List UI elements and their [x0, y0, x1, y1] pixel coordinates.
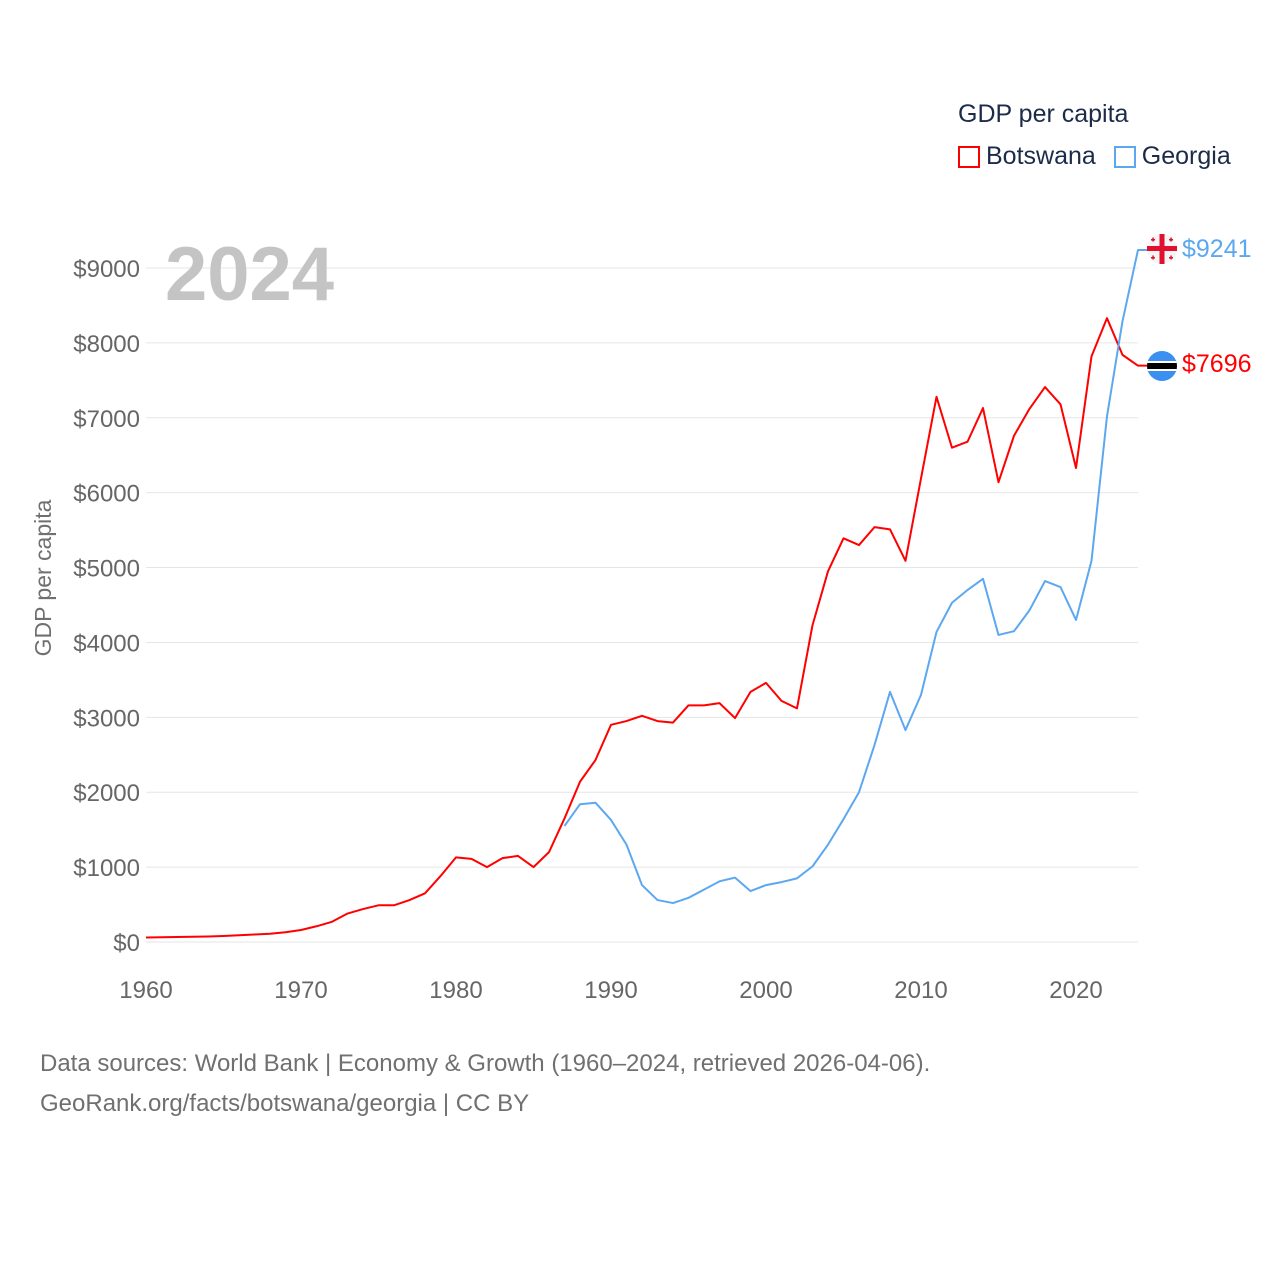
botswana-flag-icon — [1147, 351, 1177, 381]
source-note: Data sources: World Bank | Economy & Gro… — [40, 1044, 930, 1124]
y-tick-label: $4000 — [73, 630, 140, 657]
georgia-flag-icon — [1147, 234, 1177, 264]
y-axis-ticks: $0 $1000 $2000 $3000 $4000 $5000 $6000 $7000 $80… — [73, 256, 140, 957]
legend-title: GDP per capita — [958, 100, 1129, 128]
y-tick-label: $7000 — [73, 406, 140, 433]
x-tick-label: 1990 — [584, 977, 637, 1004]
y-tick-label: $0 — [113, 930, 140, 957]
year-watermark: 2024 — [165, 232, 334, 317]
legend-label: Botswana — [986, 142, 1096, 170]
series-line-botswana — [145, 317, 1148, 939]
y-tick-label: $9000 — [73, 256, 140, 283]
y-tick-label: $6000 — [73, 481, 140, 508]
x-axis-ticks: 1960 1970 1980 1990 2000 2010 2020 — [119, 977, 1102, 1004]
x-tick-label: 1980 — [429, 977, 482, 1004]
georgia-end-label: $9241 — [1182, 235, 1252, 263]
y-axis-label: GDP per capita — [30, 499, 56, 656]
legend-label: Georgia — [1141, 142, 1231, 170]
series-line-georgia — [563, 248, 1148, 905]
x-tick-label: 1970 — [274, 977, 327, 1004]
series-lines — [145, 248, 1148, 939]
x-tick-label: 2020 — [1049, 977, 1102, 1004]
source-link[interactable]: GeoRank.org/facts/botswana/georgia | CC … — [40, 1090, 530, 1117]
y-tick-label: $5000 — [73, 556, 140, 583]
georgia-swatch-icon — [1113, 145, 1136, 168]
x-tick-label: 2000 — [739, 977, 792, 1004]
botswana-swatch-icon — [958, 145, 980, 168]
y-tick-label: $2000 — [73, 780, 140, 807]
legend: Botswana Georgia — [958, 142, 1231, 171]
legend-item-botswana[interactable]: Botswana — [958, 142, 1096, 171]
gridlines — [146, 267, 1138, 943]
x-tick-label: 2010 — [894, 977, 947, 1004]
botswana-end-label: $7696 — [1182, 350, 1252, 378]
x-tick-label: 1960 — [119, 977, 172, 1004]
y-tick-label: $8000 — [73, 331, 140, 358]
y-tick-label: $3000 — [73, 705, 140, 732]
source-line: Data sources: World Bank | Economy & Gro… — [40, 1050, 931, 1077]
legend-item-georgia[interactable]: Georgia — [1113, 142, 1231, 171]
y-tick-label: $1000 — [73, 855, 140, 882]
